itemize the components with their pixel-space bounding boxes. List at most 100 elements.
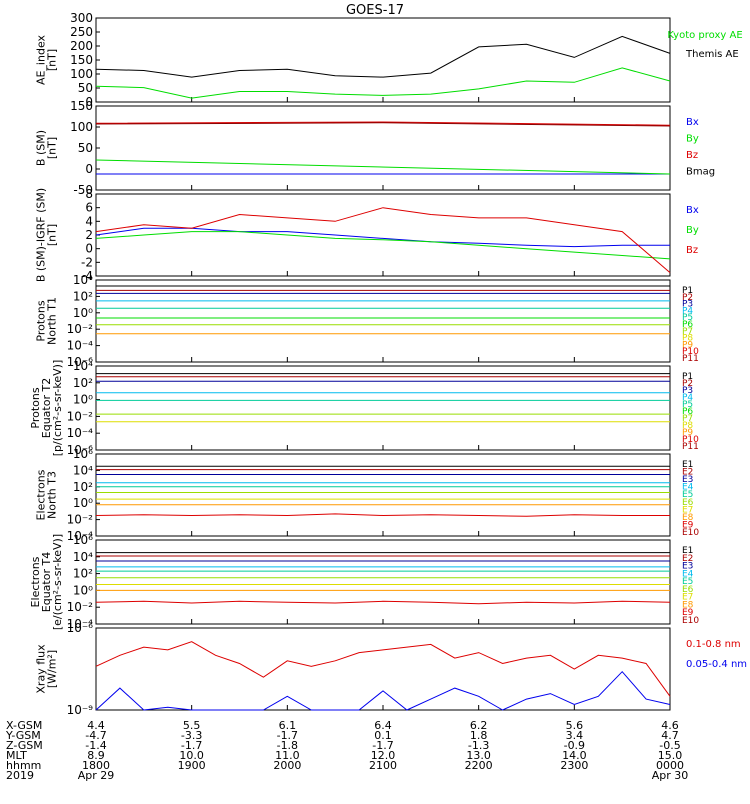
series-line-e9 (95, 513, 670, 517)
panel-frame (95, 627, 671, 711)
y-tick-label: -50 (73, 183, 93, 197)
y-tick-label: 0 (85, 95, 93, 109)
series-line-bx (95, 227, 670, 248)
plot-title: GOES-17 (346, 3, 404, 18)
legend-item: P7 (682, 327, 693, 337)
panel-xray: 10⁻⁶ 10⁻⁹ Xray flux[W/m²] 0.1-0.8 nm 0.05-0.… (35, 621, 748, 717)
y-axis-label: AE_index (35, 34, 48, 85)
y-tick-label: 10⁻⁴ (67, 617, 94, 631)
series-line-bz (95, 121, 671, 126)
ephemeris-value: 10.0 (179, 749, 204, 762)
legend-item: E10 (682, 528, 699, 538)
legend-item: E2 (682, 554, 693, 564)
legend-item: E4 (682, 483, 694, 493)
y-tick-label: 8 (85, 187, 93, 201)
y-axis-label: Electrons (29, 556, 42, 607)
legend-item: P8 (682, 334, 693, 344)
y-tick-label: 10⁻⁴ (67, 339, 94, 353)
legend-item: P10 (682, 435, 699, 445)
legend-item: P3 (682, 386, 693, 396)
legend-item: 0.1-0.8 nm (686, 639, 741, 650)
legend-item: E8 (682, 513, 694, 523)
legend-item: E1 (682, 460, 693, 470)
series-line-0-1-0-8-nm (95, 641, 671, 697)
legend-item: Bx (686, 205, 699, 216)
ephemeris-value: 5.6 (566, 719, 584, 732)
ephemeris-value: Apr 30 (652, 769, 689, 782)
legend-item: E5 (682, 577, 693, 587)
y-tick-label: 10⁴ (73, 359, 93, 373)
ephemeris-value: 4.4 (87, 719, 105, 732)
legend-item: E4 (682, 569, 694, 579)
legend-item: Bz (686, 150, 698, 161)
legend-item: E3 (682, 475, 693, 485)
y-tick-label: 10⁻² (67, 322, 94, 336)
legend-item: Bx (686, 117, 699, 128)
ephemeris-value: -1.7 (181, 739, 202, 752)
y-tick-label: 10⁴ (73, 550, 93, 564)
ephemeris-value: 15.0 (658, 749, 683, 762)
legend-item: Themis AE (685, 49, 739, 60)
y-axis-label: North T1 (46, 297, 59, 345)
legend-item: E8 (682, 600, 694, 610)
y-axis-label: [p/(cm²-s-sr-keV)] (51, 360, 64, 457)
legend-item: E5 (682, 490, 693, 500)
legend-item: Bz (686, 245, 698, 256)
legend-item: P3 (682, 300, 693, 310)
y-tick-label: 10⁰ (73, 583, 93, 597)
y-tick-label: 10⁰ (73, 496, 93, 510)
legend-item: Bmag (686, 167, 715, 178)
ephemeris-value: -3.3 (181, 729, 202, 742)
y-axis-label: [nT] (46, 224, 59, 246)
legend-item: P6 (682, 320, 693, 330)
y-axis-label: Protons (35, 300, 48, 341)
y-axis-label: Equator T4 (40, 552, 53, 612)
y-tick-label: 10⁻⁶ (67, 355, 94, 369)
ephemeris-value: -0.9 (564, 739, 585, 752)
ephemeris-value: -0.5 (659, 739, 680, 752)
legend-item: P5 (682, 313, 693, 323)
legend-item: P5 (682, 400, 693, 410)
ephemeris-value: -1.8 (277, 739, 298, 752)
legend-item: By (686, 225, 699, 236)
y-axis-label: B (SM) (35, 130, 48, 166)
y-tick-label: 10⁴ (73, 463, 93, 477)
y-axis-label: North T3 (46, 471, 59, 519)
ephemeris-value: 5.5 (183, 719, 201, 732)
ephemeris-value: -1.4 (85, 739, 106, 752)
panel-frame (95, 17, 671, 103)
y-tick-label: 10⁻⁴ (67, 529, 94, 543)
ephemeris-value: -1.7 (372, 739, 393, 752)
y-tick-label: 10⁻⁶ (67, 443, 94, 457)
legend-item: P11 (682, 354, 699, 364)
y-axis-label: [nT] (46, 137, 59, 159)
ephemeris-row-label: X-GSM (6, 719, 42, 732)
panel-frame (95, 193, 671, 277)
ephemeris-value: 1800 (82, 759, 110, 772)
series-line-themis-ae (95, 35, 671, 78)
ephemeris-value: 14.0 (562, 749, 587, 762)
legend-item: P2 (682, 379, 693, 389)
legend-item: E7 (682, 505, 693, 515)
y-tick-label: 100 (70, 120, 93, 134)
ephemeris-row-label: hhmm (6, 759, 41, 772)
ephemeris-value: 0.1 (374, 729, 392, 742)
y-tick-label: 10⁶ (73, 447, 93, 461)
legend-item: E1 (682, 546, 693, 556)
legend-item: E7 (682, 593, 693, 603)
y-axis-label: Protons (29, 387, 42, 428)
legend-item: P8 (682, 421, 693, 431)
legend-item: E3 (682, 562, 693, 572)
y-tick-label: 10⁻⁴ (67, 426, 94, 440)
y-tick-label: 10² (73, 376, 93, 390)
y-tick-label: 50 (78, 141, 93, 155)
y-tick-label: 10⁻² (67, 600, 94, 614)
y-tick-label: -4 (81, 269, 93, 283)
ephemeris-value: Apr 29 (78, 769, 115, 782)
ephemeris-value: 2200 (465, 759, 493, 772)
y-tick-label: 10² (73, 567, 93, 581)
